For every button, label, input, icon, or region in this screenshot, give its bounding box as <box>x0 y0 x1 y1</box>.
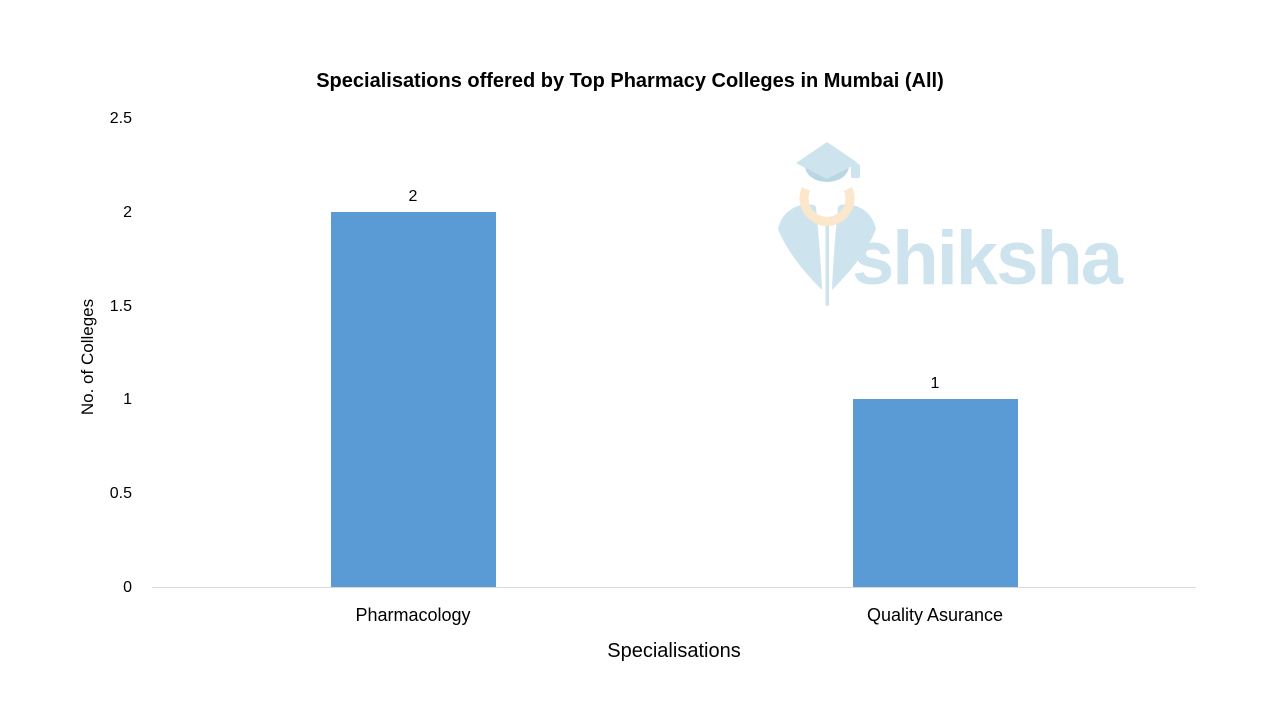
y-tick-label: 0 <box>123 579 132 596</box>
plot-area <box>152 119 1196 588</box>
bar-value-label: 2 <box>408 187 418 205</box>
y-tick-label: 1 <box>123 391 132 409</box>
category-label: Pharmacology <box>355 605 471 625</box>
chart-title: Specialisations offered by Top Pharmacy … <box>316 70 944 92</box>
category-label: Quality Asurance <box>866 605 1004 625</box>
shiksha-logo-icon <box>778 142 876 306</box>
shiksha-watermark: shiksha <box>770 133 1180 313</box>
shiksha-wordmark: shiksha <box>852 216 1123 301</box>
y-tick-label: 1.5 <box>109 297 132 315</box>
bar-pharmacology <box>330 211 496 587</box>
y-tick-label: 2.5 <box>109 110 132 127</box>
y-tick-label: 0.5 <box>109 485 132 503</box>
bar-value-label: 1 <box>930 375 940 393</box>
x-axis-title: Specialisations <box>607 640 741 662</box>
bar-quality-asurance <box>852 399 1018 587</box>
y-tick-label: 2 <box>123 203 132 221</box>
